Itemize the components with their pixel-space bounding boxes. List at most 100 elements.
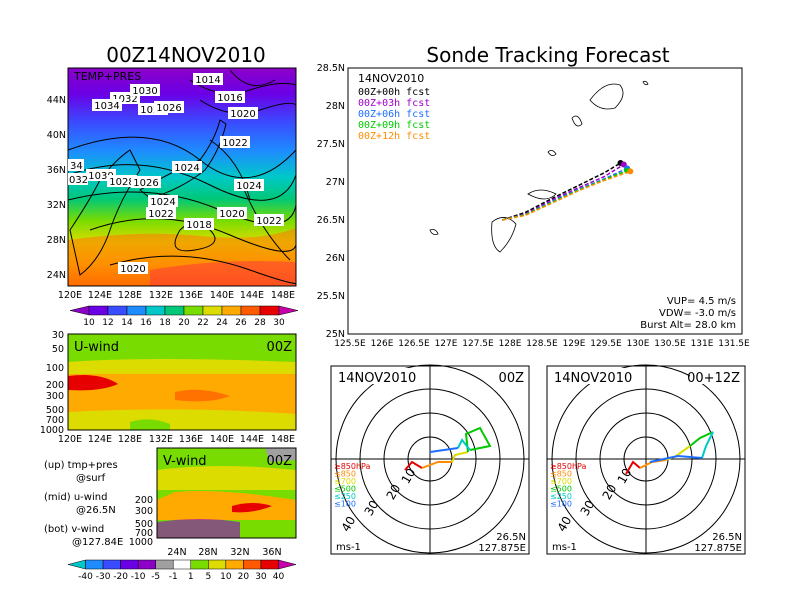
colorbar-label: 10 xyxy=(83,318,95,328)
lon-tick: 126.5E xyxy=(398,339,430,349)
hodo-left-lon: 127.875E xyxy=(478,543,526,554)
level-label: ≥850hPa xyxy=(550,462,587,471)
colorbar-swatch xyxy=(88,305,109,316)
pressure-label: 1022 xyxy=(220,136,250,149)
level-label: ≤100 xyxy=(334,500,356,509)
lon-tick: 148E xyxy=(271,290,295,301)
x-tick: 28N xyxy=(198,547,217,558)
svg-text:1022: 1022 xyxy=(222,138,247,149)
hodo-left-trace xyxy=(404,426,492,471)
colorbar-label: 16 xyxy=(140,318,152,328)
lon-tick: 125.5E xyxy=(334,339,366,349)
lat-tick: 26.5N xyxy=(317,215,345,226)
colorbar-swatch xyxy=(137,559,156,570)
level-label: ≤700 xyxy=(334,477,356,486)
right-title: Sonde Tracking Forecast xyxy=(426,43,669,67)
colorbar-swatch xyxy=(202,305,223,316)
lat-tick: 27N xyxy=(326,177,345,188)
colorbar-label: 5 xyxy=(205,572,211,582)
y-tick: 1000 xyxy=(129,537,153,548)
lat-tick: 28.5N xyxy=(317,63,345,74)
y-tick: 1000 xyxy=(40,425,64,436)
colorbar-swatch xyxy=(145,305,166,316)
legend-item: 00Z+03h fcst xyxy=(358,98,430,109)
lon-tick: 131E xyxy=(691,339,714,349)
pressure-label: 1030 xyxy=(130,84,160,97)
colorbar-label: -10 xyxy=(131,572,146,582)
colorbar-label: -5 xyxy=(151,572,160,582)
colorbar-label: -30 xyxy=(96,572,111,582)
legend-line: (bot) v-wind xyxy=(44,524,104,535)
panel-legend-text: (up) tmp+pres @surf (mid) u-wind @26.5N … xyxy=(44,460,123,548)
svg-text:1020: 1020 xyxy=(230,109,255,120)
colorbar-swatch xyxy=(69,305,90,316)
temp-map-label: TEMP+PRES xyxy=(73,70,141,83)
svg-text:1026: 1026 xyxy=(133,178,158,189)
pressure-label: 1020 xyxy=(118,262,148,275)
isobars xyxy=(68,69,296,285)
lon-tick: 131.5E xyxy=(718,339,750,349)
v-wind-mid xyxy=(157,491,296,520)
track-info: VUP= 4.5 m/s VDW= -3.0 m/s Burst Alt= 28… xyxy=(640,296,736,331)
temp-pres-map: TEMP+PRES 1014 1016 1032 1030 1034 1028 … xyxy=(47,67,299,328)
colorbar-swatch xyxy=(67,559,86,570)
u-wind-jet xyxy=(68,375,118,391)
colorbar-swatch xyxy=(278,559,297,570)
svg-text:1022: 1022 xyxy=(148,209,173,220)
lon-tick: 127.5E xyxy=(462,339,494,349)
colorbar-label: 1 xyxy=(188,572,194,582)
colorbar-label: 26 xyxy=(235,318,247,328)
colorbar-swatch xyxy=(208,559,227,570)
svg-text:1014: 1014 xyxy=(195,75,220,86)
colorbar-swatch xyxy=(172,559,192,570)
level-label: ≤500 xyxy=(550,485,572,494)
colorbar-label: 24 xyxy=(216,318,228,328)
colorbar-swatch xyxy=(183,305,204,316)
x-tick: 148E xyxy=(271,434,295,445)
hodo-left-rings xyxy=(331,364,529,554)
hodo-right-date: 14NOV2010 xyxy=(554,371,632,386)
svg-text:1026: 1026 xyxy=(156,103,181,114)
svg-text:34: 34 xyxy=(70,161,83,172)
colorbar-label: 40 xyxy=(273,572,285,582)
svg-text:1032: 1032 xyxy=(112,94,137,105)
lat-tick: 25.5N xyxy=(317,291,345,302)
level-label: ≤850 xyxy=(550,470,572,479)
pressure-label: 1018 xyxy=(184,218,214,231)
lon-tick: 127E xyxy=(435,339,458,349)
x-tick: 36N xyxy=(262,547,281,558)
level-label: ≤250 xyxy=(550,492,572,501)
lat-tick: 25N xyxy=(326,329,345,340)
v-wind-panel: V-wind 00Z 200 300 500 700 1000 24N 28N … xyxy=(129,447,297,558)
lat-tick: 32N xyxy=(47,200,66,211)
svg-text:1030: 1030 xyxy=(132,86,157,97)
legend-line: (mid) u-wind xyxy=(44,492,107,503)
track-lon-ticks: 125.5E 126E 126.5E 127E 127.5E 128E 128.… xyxy=(334,339,750,349)
pressure-label: 34 xyxy=(68,159,84,172)
ring-label: 30 xyxy=(578,498,598,518)
u-wind-time: 00Z xyxy=(267,340,293,355)
u-wind-band xyxy=(68,359,296,374)
colorbar-swatch xyxy=(155,559,174,570)
lon-tick: 129.5E xyxy=(590,339,622,349)
y-tick: 700 xyxy=(46,415,64,426)
colorbar-swatch xyxy=(221,305,242,316)
pressure-label: 1014 xyxy=(193,73,223,86)
svg-text:1018: 1018 xyxy=(186,220,211,231)
colorbar-swatch xyxy=(102,559,121,570)
island xyxy=(527,189,557,200)
colorbar-label: 28 xyxy=(254,318,266,328)
u-wind-y-ticks: 30 50 100 200 300 500 700 1000 xyxy=(40,330,64,436)
colorbar-swatch xyxy=(240,305,261,316)
hodo-right-ring-labels: 10 20 30 40 xyxy=(555,466,635,534)
ring-label: 10 xyxy=(615,466,635,486)
v-wind-x-ticks: 24N 28N 32N 36N xyxy=(167,547,281,558)
pressure-label: 032 xyxy=(68,173,88,186)
legend-line: (up) tmp+pres xyxy=(44,460,118,471)
colorbar-swatch xyxy=(164,305,185,316)
x-tick: 32N xyxy=(230,547,249,558)
track-map: 14NOV2010 00Z+00h fcst 00Z+03h fcst 00Z+… xyxy=(317,63,750,349)
y-tick: 50 xyxy=(52,344,64,355)
svg-text:1020: 1020 xyxy=(219,209,244,220)
